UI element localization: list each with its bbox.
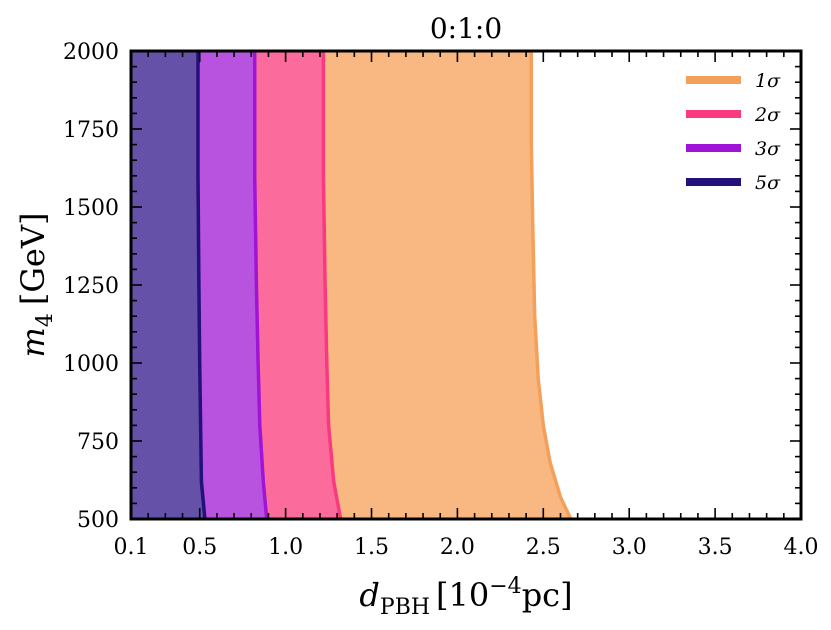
- y-axis-subscript: 4: [33, 313, 58, 327]
- legend-label-1-sigma: 1σ: [755, 70, 781, 92]
- x-tick-label: 4.0: [784, 535, 819, 560]
- y-tick-label: 750: [77, 430, 119, 455]
- boundary-3-sigma: [252, 51, 269, 520]
- legend: 1σ 2σ 3σ 5σ: [686, 70, 781, 194]
- y-axis-symbol: m: [14, 327, 52, 357]
- y-tick-label: 2000: [63, 40, 119, 65]
- legend-label-3-sigma: 3σ: [755, 138, 781, 160]
- x-axis-symbol: d: [359, 576, 379, 614]
- y-tick-label: 1750: [63, 118, 119, 143]
- x-tick-label: 3.0: [612, 535, 647, 560]
- boundary-1-sigma: [529, 51, 573, 520]
- legend-label-5-sigma: 5σ: [755, 172, 781, 194]
- y-tick-label: 1250: [63, 274, 119, 299]
- y-tick-label: 1500: [63, 196, 119, 221]
- x-tick-label: 1.5: [354, 535, 389, 560]
- x-axis-unit-open: [10: [436, 576, 489, 614]
- x-axis-title: dPBH [10−4pc]: [359, 574, 572, 620]
- tick-labels: 0.1 0.5 1.0 1.5 2.0 2.5 3.0 3.5 4.0 500 750 1000 125…: [63, 40, 819, 560]
- x-tick-label: 2.0: [440, 535, 475, 560]
- plot-frame: [129, 49, 803, 521]
- x-tick-label: 3.5: [698, 535, 733, 560]
- boundary-5-sigma: [196, 51, 207, 520]
- y-tick-label: 500: [77, 508, 119, 533]
- y-axis-title: m4 [GeV]: [14, 213, 58, 358]
- x-tick-label: 2.5: [526, 535, 561, 560]
- x-tick-label: 1.0: [268, 535, 303, 560]
- x-axis-unit: pc]: [522, 576, 573, 614]
- exclusion-regions: [131, 51, 571, 519]
- x-tick-label: 0.1: [114, 535, 149, 560]
- boundary-2-sigma: [321, 51, 343, 520]
- y-tick-label: 1000: [63, 352, 119, 377]
- y-axis-unit: [GeV]: [14, 213, 52, 306]
- x-axis-exponent: −4: [489, 574, 521, 599]
- legend-label-2-sigma: 2σ: [754, 104, 781, 126]
- x-tick-label: 0.5: [182, 535, 217, 560]
- x-axis-subscript: PBH: [380, 595, 430, 620]
- boundary-curves: [196, 51, 573, 520]
- region-5-sigma: [131, 51, 205, 519]
- chart-title: 0:1:0: [430, 12, 502, 45]
